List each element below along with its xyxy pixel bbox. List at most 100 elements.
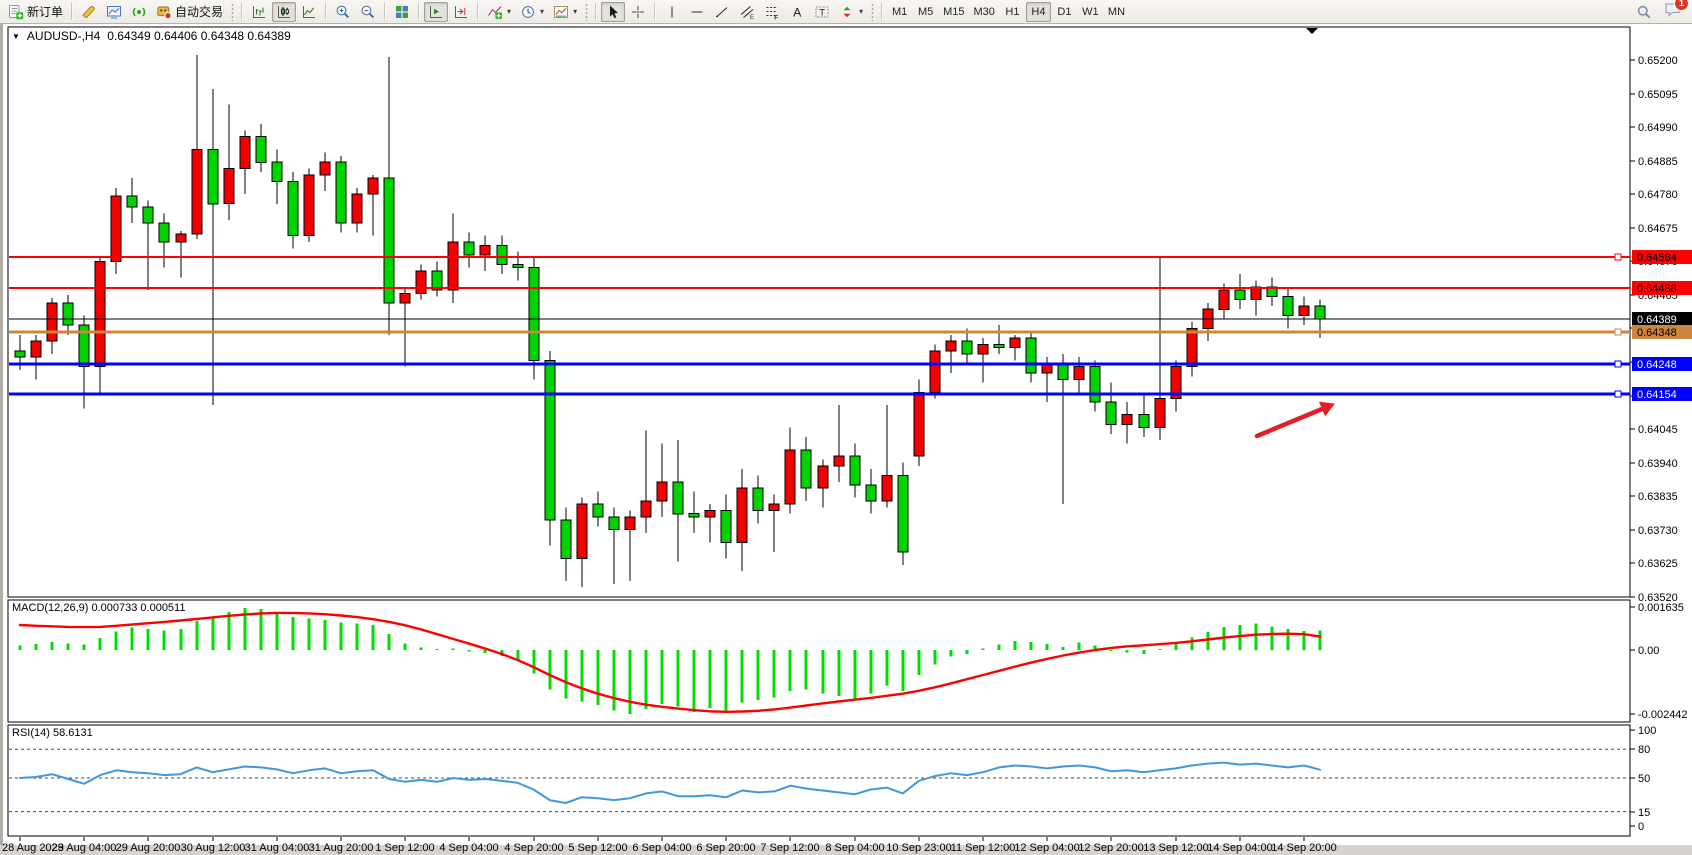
arrows-tool-button[interactable]: ▾ (835, 2, 867, 22)
time-label: 7 Sep 12:00 (760, 842, 819, 854)
arrows-icon (843, 6, 851, 17)
timeframe-mn-button[interactable]: MN (1107, 5, 1126, 18)
line-handle[interactable] (1614, 328, 1622, 336)
main-panel-frame (7, 26, 1631, 598)
candle-body (849, 455, 861, 486)
svg-text:E: E (750, 15, 754, 20)
toolbar-grip[interactable] (871, 2, 875, 21)
price-tick-label: 0.64045 (1638, 424, 1678, 436)
candle-body (158, 222, 170, 243)
timeframe-h4-button[interactable]: H4 (1025, 1, 1051, 22)
crosshair-icon (632, 5, 645, 18)
candle-body (945, 340, 957, 352)
candle-body (672, 481, 684, 515)
cursor-tool-button[interactable] (601, 1, 626, 22)
price-line-label: 0.64248 (1637, 359, 1677, 371)
candle-body (512, 264, 524, 269)
candle-body (688, 513, 700, 518)
text-label-tool-button[interactable]: T (810, 2, 834, 22)
new-chart-button[interactable] (77, 2, 101, 22)
rsi-tick-label: 15 (1638, 807, 1650, 819)
candle-body (881, 474, 893, 502)
price-tick-label: 0.63730 (1638, 525, 1678, 537)
profiles-button[interactable] (102, 2, 126, 22)
candle-body (1154, 398, 1166, 429)
crosshair-tool-button[interactable] (626, 2, 650, 22)
horizontal-line-icon (691, 11, 703, 12)
price-tick-label: 0.63940 (1638, 458, 1678, 470)
vertical-line-tool-button[interactable] (660, 2, 684, 22)
text-label-icon: T (815, 6, 829, 17)
tile-windows-button[interactable] (390, 2, 414, 22)
equidistant-channel-tool-button[interactable]: E (735, 2, 759, 22)
line-handle[interactable] (1614, 253, 1622, 261)
macd-layer (18, 607, 1322, 715)
time-label: 10 Sep 23:00 (886, 842, 951, 854)
candle-body (897, 474, 909, 553)
chart-ohlc-values: 0.64349 0.64406 0.64348 0.64389 (107, 29, 291, 43)
candle-body (78, 324, 90, 368)
chat-button[interactable]: 1 (1664, 0, 1689, 23)
timeframe-d1-button[interactable]: D1 (1057, 5, 1072, 18)
candle-body (656, 481, 668, 502)
new-order-button[interactable]: 新订单 (4, 2, 67, 22)
auto-trading-label: 自动交易 (175, 5, 224, 19)
candle-body (1138, 414, 1150, 429)
text-tool-button[interactable]: A (785, 2, 809, 22)
timeframe-m30-button[interactable]: M30 (973, 5, 995, 18)
line-handle[interactable] (1614, 360, 1622, 368)
horizontal-line-tool-button[interactable] (685, 2, 709, 22)
toolbar-grip[interactable] (585, 2, 589, 21)
rsi-label: RSI(14) 58.6131 (12, 727, 93, 739)
zoom-in-button[interactable] (331, 2, 355, 22)
candle-body (768, 503, 780, 512)
rsi-tick-label: 0 (1638, 821, 1644, 833)
timeframe-m5-button[interactable]: M5 (917, 5, 934, 18)
candle-body (736, 487, 748, 544)
candle-body (94, 260, 106, 368)
equidistant-channel-icon: E (740, 5, 754, 20)
news-signal-button[interactable] (127, 2, 151, 22)
time-label: 13 Sep 12:00 (1143, 842, 1208, 854)
candle-body (1186, 327, 1198, 368)
timeframe-m1-button[interactable]: M1 (891, 5, 908, 18)
arrow-annotation-head[interactable] (1318, 401, 1335, 417)
auto-trading-button[interactable]: 自动交易 (152, 2, 227, 22)
auto-trading-icon (157, 6, 172, 19)
templates-button[interactable]: ▾ (549, 2, 581, 22)
tile-windows-icon (396, 5, 409, 18)
chart-shift-button[interactable] (449, 2, 473, 22)
timeframe-m15-button[interactable]: M15 (943, 5, 965, 18)
candle-body (1025, 337, 1037, 374)
time-label: 14 Sep 04:00 (1207, 842, 1272, 854)
auto-scroll-button[interactable] (424, 1, 449, 22)
timeframe-h1-button[interactable]: H1 (1005, 5, 1020, 18)
bar-chart-mode-button[interactable] (247, 2, 271, 22)
search-button[interactable] (1632, 2, 1656, 22)
line-handle[interactable] (1614, 390, 1622, 398)
candle-body (800, 449, 812, 489)
arrow-annotation[interactable] (1254, 406, 1325, 439)
candle-body (126, 195, 138, 208)
line-chart-mode-button[interactable] (297, 2, 321, 22)
chart-shift-marker[interactable] (1306, 28, 1318, 34)
chart-dropdown-icon[interactable]: ▼ (12, 32, 20, 41)
toolbar-separator (71, 3, 74, 20)
candle-body (223, 168, 235, 205)
indicators-button[interactable]: ▾ (483, 2, 515, 22)
trendline-tool-button[interactable] (710, 2, 734, 22)
candle-body (1314, 305, 1326, 320)
timeframe-w1-button[interactable]: W1 (1082, 5, 1099, 18)
zoom-out-button[interactable] (356, 2, 380, 22)
time-label: 28 Aug 2023 (2, 842, 64, 854)
candle-body (287, 180, 299, 237)
auto-scroll-icon (430, 5, 443, 18)
chart-shift-icon (455, 5, 468, 18)
periods-button[interactable]: ▾ (516, 2, 548, 22)
candlestick-mode-button[interactable] (272, 1, 297, 22)
candle-body (303, 174, 315, 237)
toolbar-grip[interactable] (231, 2, 235, 21)
price-line-label: 0.64348 (1637, 327, 1677, 339)
fibonacci-tool-button[interactable]: F (760, 2, 784, 22)
